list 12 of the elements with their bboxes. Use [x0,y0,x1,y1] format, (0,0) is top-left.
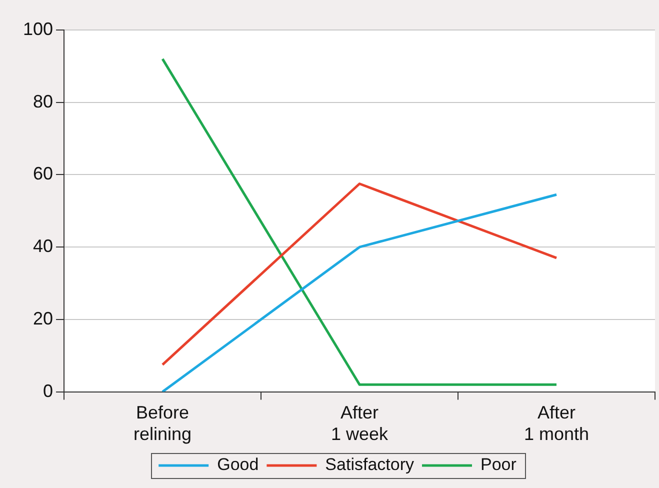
x-tick-label: After 1 month [524,402,590,444]
legend-label: Satisfactory [325,455,414,474]
y-tick-label: 40 [33,236,54,256]
y-tick-label: 100 [22,18,54,39]
y-tick-label: 80 [33,91,54,112]
legend-label: Good [217,455,259,474]
y-tick-label: 60 [33,164,54,184]
y-tick-label: 20 [33,308,54,328]
x-tick-label: Before relining [134,402,192,444]
legend-label: Poor [480,455,517,474]
y-tick-label: 0 [43,380,54,401]
x-tick-label: After 1 week [330,402,390,444]
